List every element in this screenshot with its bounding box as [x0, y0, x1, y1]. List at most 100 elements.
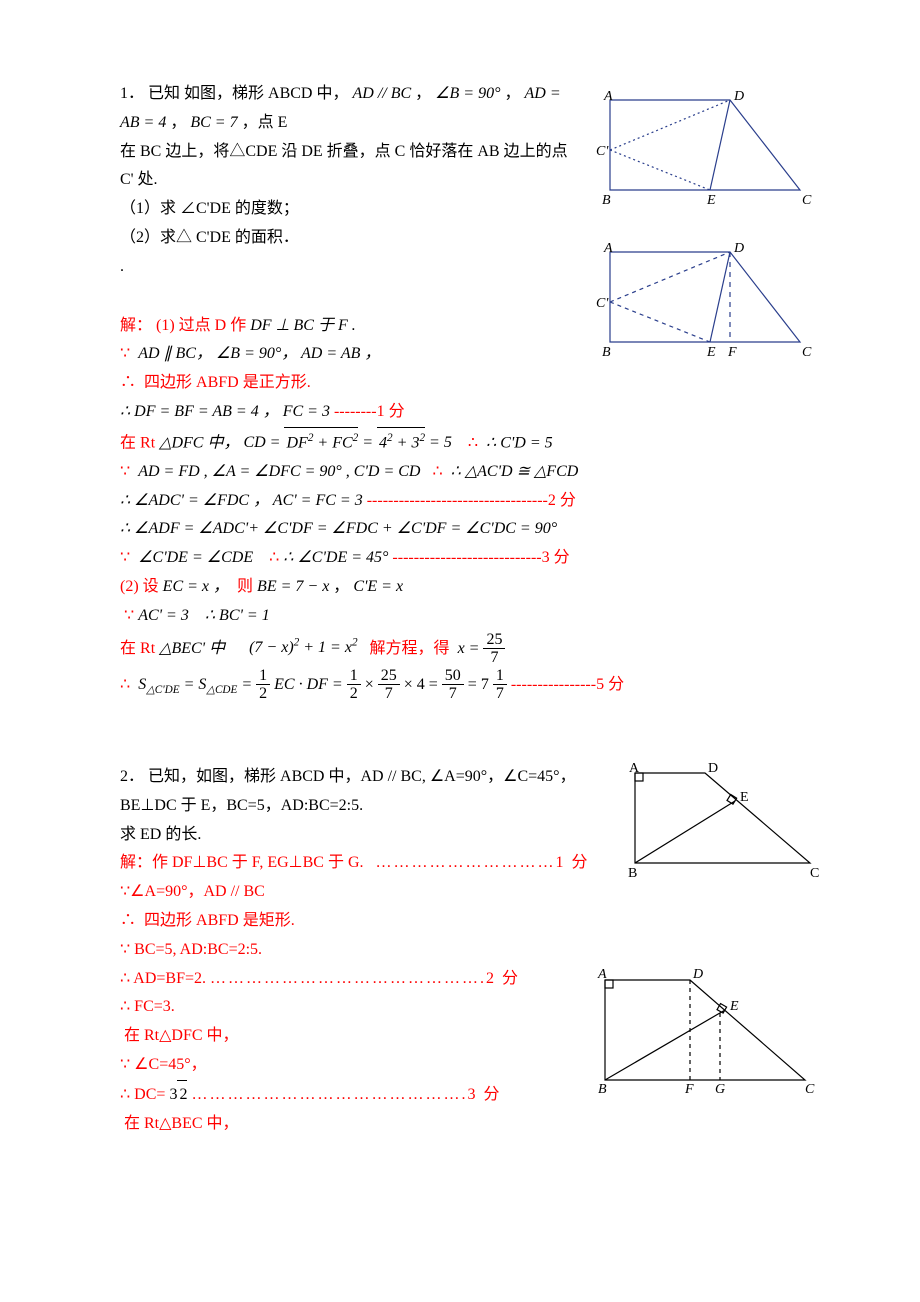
p1-sol11a: ∵: [124, 607, 134, 624]
p1-cond2: ∠B = 90°: [435, 85, 500, 102]
p1-sol10d: C'E = x: [353, 578, 403, 595]
p1-sol6a: ∵: [120, 463, 130, 480]
p1-sol9-score: ----------------------------3 分: [392, 549, 569, 566]
p1-sol9: ∵ ∠C'DE = ∠CDE ∴ ∴ ∠C'DE = 45° ---------…: [120, 544, 820, 573]
p1-sol13: ∴ S△C'DE = S△CDE = 12 EC · DF = 12 × 257…: [120, 667, 820, 703]
p1-cond1: AD // BC: [352, 85, 411, 102]
p2f1-d: D: [708, 763, 718, 776]
p1-sol10: (2) 设 EC = x ， 则 BE = 7 − x ， C'E = x: [120, 573, 820, 602]
p1-stem1: 已知 如图，梯形 ABCD 中，: [148, 85, 348, 102]
p1-sol4-score: --------1 分: [334, 403, 405, 420]
p1-sol4: ∴ DF = BF = AB = 4 ， FC = 3 --------1 分: [120, 398, 820, 427]
p1-sol7a: ∴ ∠ADC' = ∠FDC ， AC' = FC = 3: [120, 492, 363, 509]
p1-sol5b: Rt: [140, 434, 155, 451]
p1-half-den: 2: [256, 685, 270, 703]
fig2-label-d: D: [733, 242, 744, 256]
fig1-label-a: A: [603, 90, 613, 104]
p1-sol5d: CD = DF2 + FC2 = 42 + 32 = 5: [243, 434, 451, 451]
p2f1-a: A: [629, 763, 640, 776]
p2f2-c: C: [805, 1082, 815, 1095]
fig2-label-f: F: [727, 345, 737, 360]
p2-sol3a: ∴: [120, 912, 136, 929]
fig1-label-cp: C': [596, 144, 609, 159]
p1-sol11: ∵ AC' = 3 ∴ BC' = 1: [120, 602, 820, 631]
p2f2-f: F: [684, 1082, 694, 1095]
p1-sol7: ∴ ∠ADC' = ∠FDC ， AC' = FC = 3 ----------…: [120, 487, 820, 516]
p1-sol2b: AD ∥ BC， ∠B = 90°， AD = AB ，: [138, 345, 380, 362]
p1-sol3b: 四边形 ABFD 是正方形.: [144, 374, 311, 391]
p1-sol5: 在 Rt △DFC 中， CD = DF2 + FC2 = 42 + 32 = …: [120, 427, 820, 458]
p2-sol3b: 四边形 ABFD 是矩形.: [144, 912, 295, 929]
p2f2-e: E: [729, 999, 739, 1014]
problem2-figure2: A D E B F G C: [590, 965, 820, 1106]
p1-sol4-body: ∴ DF = BF = AB = 4 ， FC = 3: [120, 403, 330, 420]
p1-257-den: 7: [378, 685, 400, 703]
problem2-figure1: A D E B C: [620, 763, 820, 894]
p2-sol9score: ……………………………………….3 分: [191, 1086, 501, 1103]
problem-2: A D E B C 2． 已知，如图，梯形 ABCD 中，AD // BC, ∠…: [120, 763, 820, 1138]
p1-sol12e: 解方程，得: [370, 639, 450, 656]
p1-sol1-body: DF ⊥ BC 于 F .: [250, 317, 356, 334]
fig1-label-c: C: [802, 193, 812, 208]
p2-sol5a: ∴ AD=BF=2.: [120, 970, 206, 987]
p2-sol10: 在 Rt△BEC 中，: [120, 1110, 820, 1139]
p1-sol9c: ∴ ∠C'DE = 45°: [283, 549, 388, 566]
p1-sol1-prefix: (1) 过点 D 作: [156, 317, 250, 334]
p1-sol6b: AD = FD , ∠A = ∠DFC = 90° , C'D = CD: [138, 463, 420, 480]
fig2-label-b: B: [602, 345, 611, 360]
p1-sol12: 在 Rt △BEC' 中 (7 − x)2 + 1 = x2 解方程，得 x =…: [120, 631, 820, 667]
p1-sol3a: ∴: [120, 374, 136, 391]
p1-frac7: 7: [483, 649, 505, 667]
p1-17-num: 1: [493, 667, 507, 686]
p1-half2-num: 1: [347, 667, 361, 686]
p1-sol5a: 在: [120, 434, 136, 451]
p1-sol11b: AC' = 3: [138, 607, 189, 624]
fig1-label-d: D: [733, 90, 744, 104]
p2f2-a: A: [597, 967, 607, 982]
p1-sol12d: (7 − x)2 + 1 = x2: [249, 639, 357, 656]
p1-507-den: 7: [442, 685, 464, 703]
p2-stem1: 已知，如图，梯形 ABCD 中，AD // BC, ∠A=90°，∠C=45°，: [148, 768, 576, 785]
p1-sol12a: 在: [120, 639, 136, 656]
p1-257-num: 25: [378, 667, 400, 686]
p2f1-c: C: [810, 866, 819, 881]
p1-sol5e: ∴ C'D = 5: [486, 434, 553, 451]
p1-stem2: ，点 E: [242, 114, 288, 131]
p1-sol13-score: ----------------5 分: [511, 676, 624, 693]
p1-frac25: 25: [483, 631, 505, 650]
p1-cond4: BC = 7: [190, 114, 237, 131]
p1-sol3: ∴ 四边形 ABFD 是正方形.: [120, 369, 820, 398]
fig2-label-c: C: [802, 345, 812, 360]
p2f2-d: D: [692, 967, 703, 982]
problem1-figure2: A D C' B E F C: [590, 242, 820, 373]
p1-sol-label: 解：: [120, 317, 152, 334]
p2-sol5score: ……………………………………….2 分: [210, 970, 520, 987]
p1-number: 1．: [120, 85, 144, 102]
p1-sol5c: △DFC 中，: [159, 434, 239, 451]
p1-sol6c: ∴ △AC'D ≅ △FCD: [451, 463, 579, 480]
p2-sol1score: …………………………1 分: [376, 854, 590, 871]
p2-sol3: ∴ 四边形 ABFD 是矩形.: [120, 907, 820, 936]
p1-sol10a: (2) 设: [120, 578, 159, 595]
p1-sol10c: BE = 7 − x: [257, 578, 329, 595]
p2-sol4: ∵ BC=5, AD:BC=2:5.: [120, 936, 820, 965]
problem1-figure1: A D C' B E C: [590, 90, 820, 221]
p2-sol1a: 解：作 DF⊥BC 于 F, EG⊥BC 于 G.: [120, 854, 364, 871]
p2f2-g: G: [715, 1082, 725, 1095]
p2-sol9b: 32: [169, 1086, 187, 1103]
fig2-label-e: E: [706, 345, 716, 360]
p1-half-num: 1: [256, 667, 270, 686]
p2-sol9a: ∴ DC=: [120, 1086, 165, 1103]
p1-sol6: ∵ AD = FD , ∠A = ∠DFC = 90° , C'D = CD ∴…: [120, 458, 820, 487]
p1-507-num: 50: [442, 667, 464, 686]
fig1-label-b: B: [602, 193, 611, 208]
p1-sol12c: △BEC' 中: [159, 639, 225, 656]
fig2-label-a: A: [603, 242, 613, 256]
p1-sol8: ∴ ∠ADF = ∠ADC'+ ∠C'DF = ∠FDC + ∠C'DF = ∠…: [120, 515, 820, 544]
p1-half2-den: 2: [347, 685, 361, 703]
p2f2-b: B: [598, 1082, 607, 1095]
p1-17-den: 7: [493, 685, 507, 703]
p1-sol9b: ∠C'DE = ∠CDE: [138, 549, 253, 566]
p1-sol11c: ∴ BC' = 1: [205, 607, 270, 624]
p1-sol7-score: ----------------------------------2 分: [367, 492, 576, 509]
